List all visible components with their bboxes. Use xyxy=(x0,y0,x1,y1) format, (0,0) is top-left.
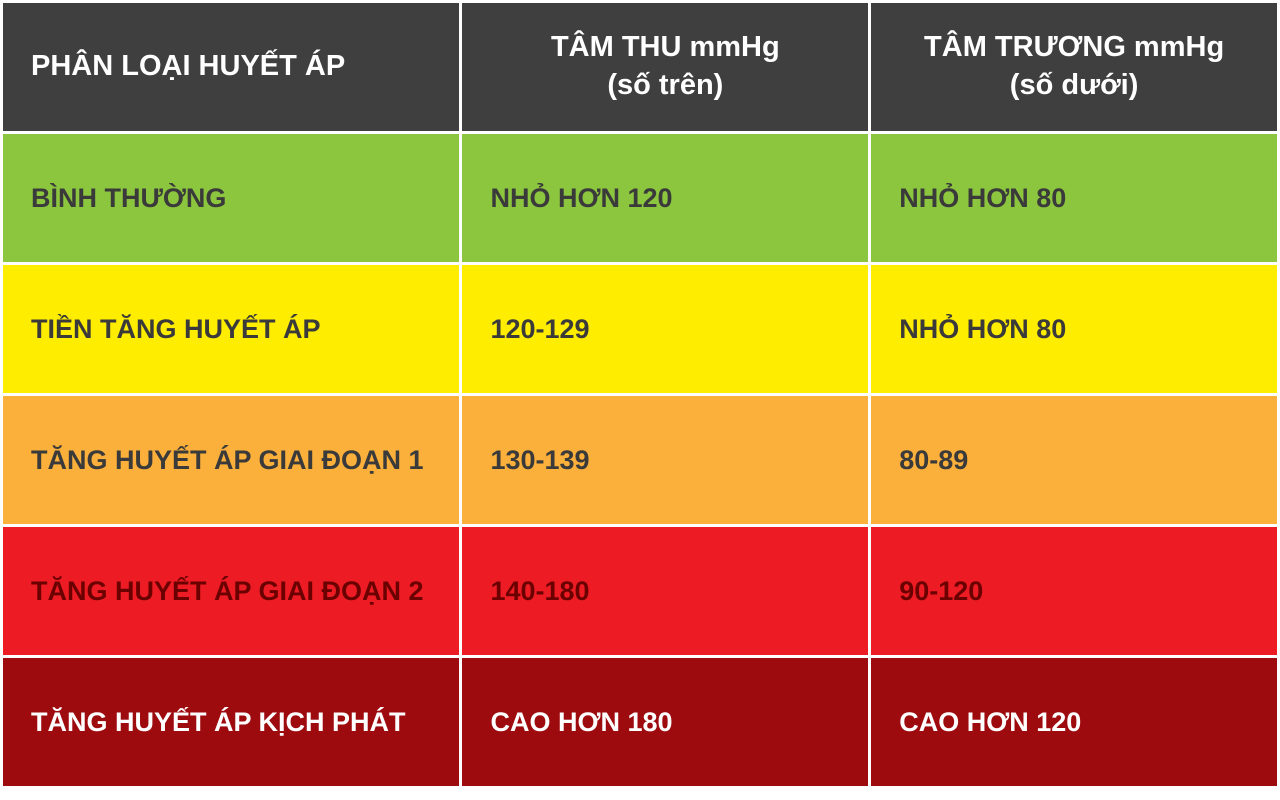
header-category: PHÂN LOẠI HUYẾT ÁP xyxy=(3,3,459,131)
cell-diastolic: CAO HƠN 120 xyxy=(871,658,1277,786)
cell-systolic: CAO HƠN 180 xyxy=(462,658,868,786)
header-diastolic: TÂM TRƯƠNG mmHg (số dưới) xyxy=(871,3,1277,131)
cell-systolic: 120-129 xyxy=(462,265,868,393)
blood-pressure-table: PHÂN LOẠI HUYẾT ÁP TÂM THU mmHg (số trên… xyxy=(0,0,1280,789)
cell-category: TĂNG HUYẾT ÁP KỊCH PHÁT xyxy=(3,658,459,786)
header-category-label: PHÂN LOẠI HUYẾT ÁP xyxy=(31,50,345,82)
header-systolic: TÂM THU mmHg (số trên) xyxy=(462,3,868,131)
cell-category: TIỀN TĂNG HUYẾT ÁP xyxy=(3,265,459,393)
cell-category: BÌNH THƯỜNG xyxy=(3,134,459,262)
cell-diastolic: NHỎ HƠN 80 xyxy=(871,265,1277,393)
table-row: BÌNH THƯỜNG NHỎ HƠN 120 NHỎ HƠN 80 xyxy=(3,134,1277,262)
cell-diastolic: NHỎ HƠN 80 xyxy=(871,134,1277,262)
header-diastolic-line1: TÂM TRƯƠNG mmHg xyxy=(924,31,1224,63)
cell-systolic: 140-180 xyxy=(462,527,868,655)
table-header-row: PHÂN LOẠI HUYẾT ÁP TÂM THU mmHg (số trên… xyxy=(3,3,1277,131)
table-body: BÌNH THƯỜNG NHỎ HƠN 120 NHỎ HƠN 80 TIỀN … xyxy=(3,134,1277,786)
header-systolic-line2: (số trên) xyxy=(490,67,840,105)
cell-systolic: NHỎ HƠN 120 xyxy=(462,134,868,262)
table-row: TĂNG HUYẾT ÁP GIAI ĐOẠN 2 140-180 90-120 xyxy=(3,527,1277,655)
table-row: TIỀN TĂNG HUYẾT ÁP 120-129 NHỎ HƠN 80 xyxy=(3,265,1277,393)
table-row: TĂNG HUYẾT ÁP GIAI ĐOẠN 1 130-139 80-89 xyxy=(3,396,1277,524)
cell-diastolic: 80-89 xyxy=(871,396,1277,524)
table-row: TĂNG HUYẾT ÁP KỊCH PHÁT CAO HƠN 180 CAO … xyxy=(3,658,1277,786)
cell-category: TĂNG HUYẾT ÁP GIAI ĐOẠN 2 xyxy=(3,527,459,655)
cell-systolic: 130-139 xyxy=(462,396,868,524)
header-diastolic-line2: (số dưới) xyxy=(899,67,1249,105)
cell-category: TĂNG HUYẾT ÁP GIAI ĐOẠN 1 xyxy=(3,396,459,524)
cell-diastolic: 90-120 xyxy=(871,527,1277,655)
header-systolic-line1: TÂM THU mmHg xyxy=(551,31,780,63)
